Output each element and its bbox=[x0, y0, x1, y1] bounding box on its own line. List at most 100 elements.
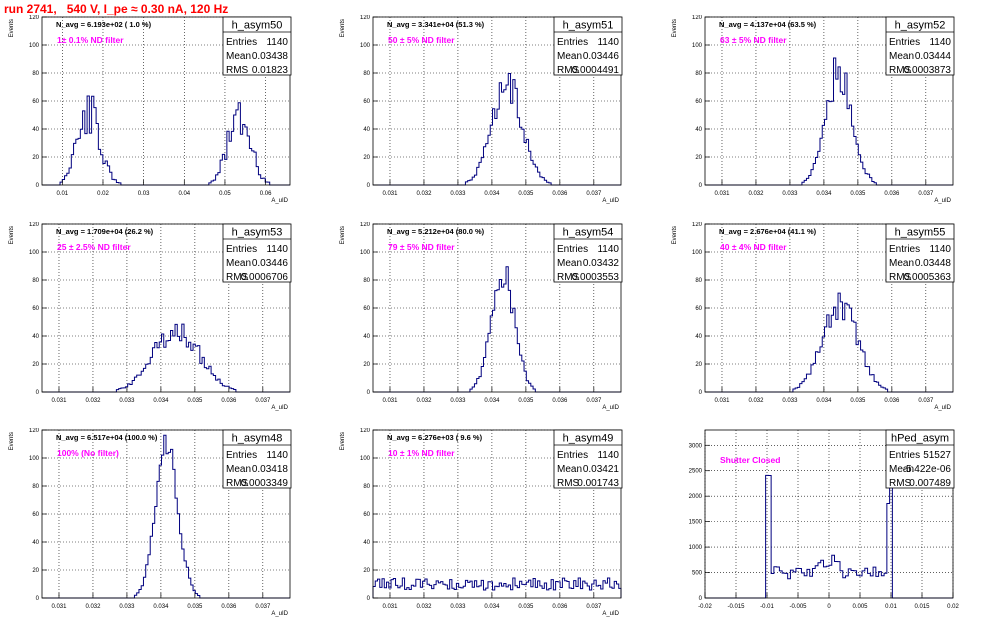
y-tick-label: 0 bbox=[36, 183, 40, 189]
y-tick-label: 40 bbox=[32, 127, 39, 133]
stats-key: Mean bbox=[226, 464, 251, 475]
stats-value: 1140 bbox=[266, 244, 288, 255]
stats-key: RMS bbox=[889, 272, 912, 283]
x-tick-label: 0.033 bbox=[119, 604, 135, 610]
histogram-pad-hPed_asym: -0.02 -0.015 -0.01 -0.005 0 0.005 0.01 0.015 0.0… bbox=[689, 429, 959, 610]
x-tick-label: 0.036 bbox=[552, 604, 568, 610]
stats-key: Mean bbox=[889, 51, 914, 62]
x-tick-label: 0.033 bbox=[450, 191, 466, 197]
stats-box bbox=[885, 223, 955, 283]
filter-label: 79 ± 5% ND filter bbox=[388, 242, 455, 252]
y-tick-label: 100 bbox=[692, 43, 703, 49]
stats-key: Mean bbox=[557, 258, 582, 269]
stats-key: Entries bbox=[889, 37, 920, 48]
x-tick-label: 0.036 bbox=[221, 398, 237, 404]
histogram-name: h_asym49 bbox=[563, 433, 614, 445]
x-tick-label: 0.015 bbox=[914, 604, 930, 610]
x-tick-label: -0.015 bbox=[727, 604, 745, 610]
x-axis-label: A_uID bbox=[271, 405, 288, 411]
x-tick-label: 0.035 bbox=[850, 398, 866, 404]
y-axis-label: Events bbox=[9, 226, 15, 244]
stats-value: 1140 bbox=[929, 244, 951, 255]
y-tick-label: 0 bbox=[367, 596, 371, 602]
x-tick-label: 0.032 bbox=[416, 191, 432, 197]
histogram-pad-h_asym54: 0.031 0.032 0.033 0.034 0.035 0.036 0.037 0 20 40… bbox=[340, 222, 623, 411]
y-tick-label: 60 bbox=[363, 306, 370, 312]
x-tick-label: 0.032 bbox=[748, 191, 764, 197]
x-tick-label: 0.036 bbox=[884, 191, 900, 197]
stats-key: RMS bbox=[226, 65, 249, 76]
y-tick-label: 60 bbox=[363, 512, 370, 518]
x-tick-label: 0.034 bbox=[816, 191, 832, 197]
y-tick-label: 60 bbox=[363, 99, 370, 105]
y-tick-label: 100 bbox=[360, 43, 371, 49]
histogram-pad-h_asym52: 0.031 0.032 0.033 0.034 0.035 0.036 0.037 0 20 40… bbox=[672, 15, 955, 204]
x-tick-label: 0.037 bbox=[586, 191, 602, 197]
stats-value: 1140 bbox=[597, 244, 619, 255]
y-tick-label: 0 bbox=[367, 183, 371, 189]
x-axis-label: A_uID bbox=[271, 198, 288, 204]
y-tick-label: 0 bbox=[36, 390, 40, 396]
y-tick-label: 80 bbox=[32, 71, 39, 77]
y-tick-label: 80 bbox=[363, 484, 370, 490]
x-tick-label: 0.036 bbox=[552, 191, 568, 197]
y-tick-label: 120 bbox=[692, 222, 703, 228]
stats-value: 0.0005363 bbox=[904, 272, 952, 283]
histogram-pad-h_asym53: 0.031 0.032 0.033 0.034 0.035 0.036 0.037 0 20 40… bbox=[9, 222, 292, 411]
stats-box bbox=[553, 16, 623, 76]
x-tick-label: 0.037 bbox=[255, 604, 271, 610]
x-tick-label: 0.033 bbox=[782, 191, 798, 197]
stats-value: 0.03421 bbox=[583, 464, 620, 475]
x-tick-label: 0.005 bbox=[852, 604, 868, 610]
filter-label: 100% (No filter) bbox=[57, 448, 119, 458]
x-axis-label: A_uID bbox=[602, 405, 619, 411]
x-tick-label: 0.034 bbox=[153, 604, 169, 610]
histogram-name: hPed_asym bbox=[891, 433, 949, 445]
stats-value: 0.0006706 bbox=[241, 272, 289, 283]
x-tick-label: 0.031 bbox=[382, 191, 398, 197]
stats-value: 1140 bbox=[266, 450, 288, 461]
stats-key: Entries bbox=[226, 450, 257, 461]
navg-label: N_avg = 6.193e+02 ( 1.0 %) bbox=[56, 20, 152, 29]
x-tick-label: 0.037 bbox=[918, 191, 934, 197]
y-tick-label: 500 bbox=[692, 571, 703, 577]
x-tick-label: 0.031 bbox=[382, 398, 398, 404]
y-tick-label: 0 bbox=[36, 596, 40, 602]
stats-box bbox=[553, 223, 623, 283]
y-tick-label: 20 bbox=[363, 155, 370, 161]
y-tick-label: 120 bbox=[692, 15, 703, 21]
filter-label: Shutter Closed bbox=[720, 455, 780, 465]
histogram-name: h_asym53 bbox=[232, 227, 283, 239]
x-tick-label: 0.02 bbox=[947, 604, 959, 610]
stats-key: Mean bbox=[226, 51, 251, 62]
stats-value: 0.01823 bbox=[252, 65, 289, 76]
y-tick-label: 20 bbox=[363, 362, 370, 368]
stats-key: RMS bbox=[226, 272, 249, 283]
y-tick-label: 20 bbox=[32, 362, 39, 368]
histogram-name: h_asym51 bbox=[563, 20, 614, 32]
histogram-name: h_asym54 bbox=[563, 227, 614, 239]
x-tick-label: 0.034 bbox=[484, 191, 500, 197]
y-tick-label: 120 bbox=[29, 15, 40, 21]
histogram-pad-h_asym51: 0.031 0.032 0.033 0.034 0.035 0.036 0.037 0 20 40… bbox=[340, 15, 623, 204]
y-tick-label: 40 bbox=[363, 334, 370, 340]
x-tick-label: 0.034 bbox=[484, 604, 500, 610]
x-tick-label: -0.02 bbox=[698, 604, 712, 610]
y-tick-label: 120 bbox=[29, 428, 40, 434]
navg-label: N_avg = 1.709e+04 (26.2 %) bbox=[56, 227, 154, 236]
y-tick-label: 40 bbox=[695, 127, 702, 133]
stats-key: Mean bbox=[226, 258, 251, 269]
histogram-pad-h_asym55: 0.031 0.032 0.033 0.034 0.035 0.036 0.037 0 20 40… bbox=[672, 222, 955, 411]
y-tick-label: 20 bbox=[695, 362, 702, 368]
y-tick-label: 100 bbox=[360, 456, 371, 462]
y-tick-label: 20 bbox=[32, 568, 39, 574]
histogram-line bbox=[373, 266, 621, 393]
y-tick-label: 80 bbox=[32, 278, 39, 284]
x-tick-label: 0.05 bbox=[219, 191, 231, 197]
stats-value: 0.03432 bbox=[583, 258, 620, 269]
stats-key: Mean bbox=[557, 51, 582, 62]
stats-key: Entries bbox=[889, 244, 920, 255]
stats-key: RMS bbox=[226, 478, 249, 489]
x-tick-label: 0.02 bbox=[97, 191, 109, 197]
histogram-name: h_asym52 bbox=[895, 20, 946, 32]
